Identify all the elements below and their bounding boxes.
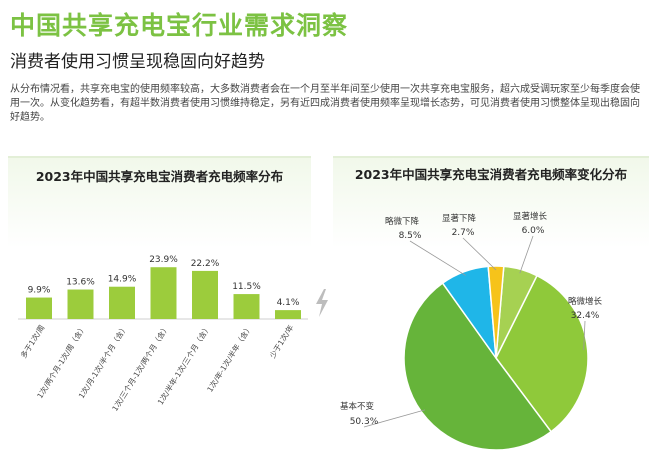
pie-leader-line [519, 235, 534, 274]
bar-category-label: 多于1次/周 [18, 323, 46, 360]
pie-slice [495, 274, 589, 433]
bar-chart-panel: 2023年中国共享充电宝消费者充电频率分布 9.9% 多于1次/周 13.6% 1次/… [8, 156, 311, 474]
bar-value-label: 4.1% [277, 298, 300, 308]
bar-category-label: 少于1次/年 [267, 322, 296, 359]
bar-value-label: 23.9% [149, 255, 178, 265]
page-title: 中国共享充电宝行业需求洞察 [10, 11, 349, 40]
pie-value-label: 32.4% [571, 311, 600, 321]
bar [275, 310, 301, 319]
pie-chart-title: 2023年中国共享充电宝消费者充电频率变化分布 [354, 167, 628, 182]
bar [192, 270, 218, 319]
bar-category-label: 1次/年-1次/半年（含） [204, 323, 253, 394]
pie-leader-line [409, 240, 466, 276]
bar-value-label: 13.6% [66, 278, 95, 288]
pie-slice-label: 显著下降 [442, 213, 477, 224]
pie-slice [403, 282, 553, 451]
pie-leader-line [462, 237, 497, 271]
pie-value-label: 6.0% [522, 226, 545, 236]
pie-chart: 显著增长 6.0% 略微增长 32.4% 基本不变 50.3% 略微下降 8.5% 显著下降 2.… [340, 211, 603, 451]
pie-slice-label: 显著增长 [513, 211, 548, 222]
pie-slice-label: 略微增长 [568, 296, 603, 307]
bar-category-label: 1次/月-1次/半个月（含） [76, 323, 129, 400]
bar-category-label: 1次/两个月-1次/周（含） [34, 323, 87, 400]
bar [67, 289, 94, 319]
pie-slice-label: 基本不变 [340, 401, 375, 412]
page-subtitle: 消费者使用习惯呈现稳固向好趋势 [10, 52, 265, 72]
pie-leader-line [363, 409, 426, 428]
pie-value-label: 50.3% [350, 417, 379, 427]
bar [26, 297, 52, 319]
summary-paragraph: 从分布情况看，共享充电宝的使用频率较高，大多数消费者会在一个月至半年间至少使用一… [10, 84, 640, 123]
bar [109, 286, 135, 319]
bar-value-label: 11.5% [232, 282, 261, 292]
pie-value-label: 2.7% [452, 228, 475, 238]
bar [150, 267, 177, 319]
bar [233, 294, 260, 319]
bar-value-label: 22.2% [191, 259, 220, 269]
lightning-icon [316, 289, 328, 317]
bar-value-label: 14.9% [108, 275, 137, 285]
bar-chart: 9.9% 多于1次/周 13.6% 1次/两个月-1次/周（含） 14.9% 1次/月-1… [18, 255, 308, 413]
pie-chart-panel: 2023年中国共享充电宝消费者充电频率变化分布 显著增长 6.0% 略微增长 32.4… [333, 156, 649, 474]
bar-value-label: 9.9% [28, 286, 51, 296]
pie-slice [487, 265, 505, 359]
pie-value-label: 8.5% [399, 231, 422, 241]
pie-slice-label: 略微下降 [385, 216, 420, 227]
bar-chart-title: 2023年中国共享充电宝消费者充电频率分布 [35, 169, 284, 184]
pie-leader-line [583, 320, 586, 351]
